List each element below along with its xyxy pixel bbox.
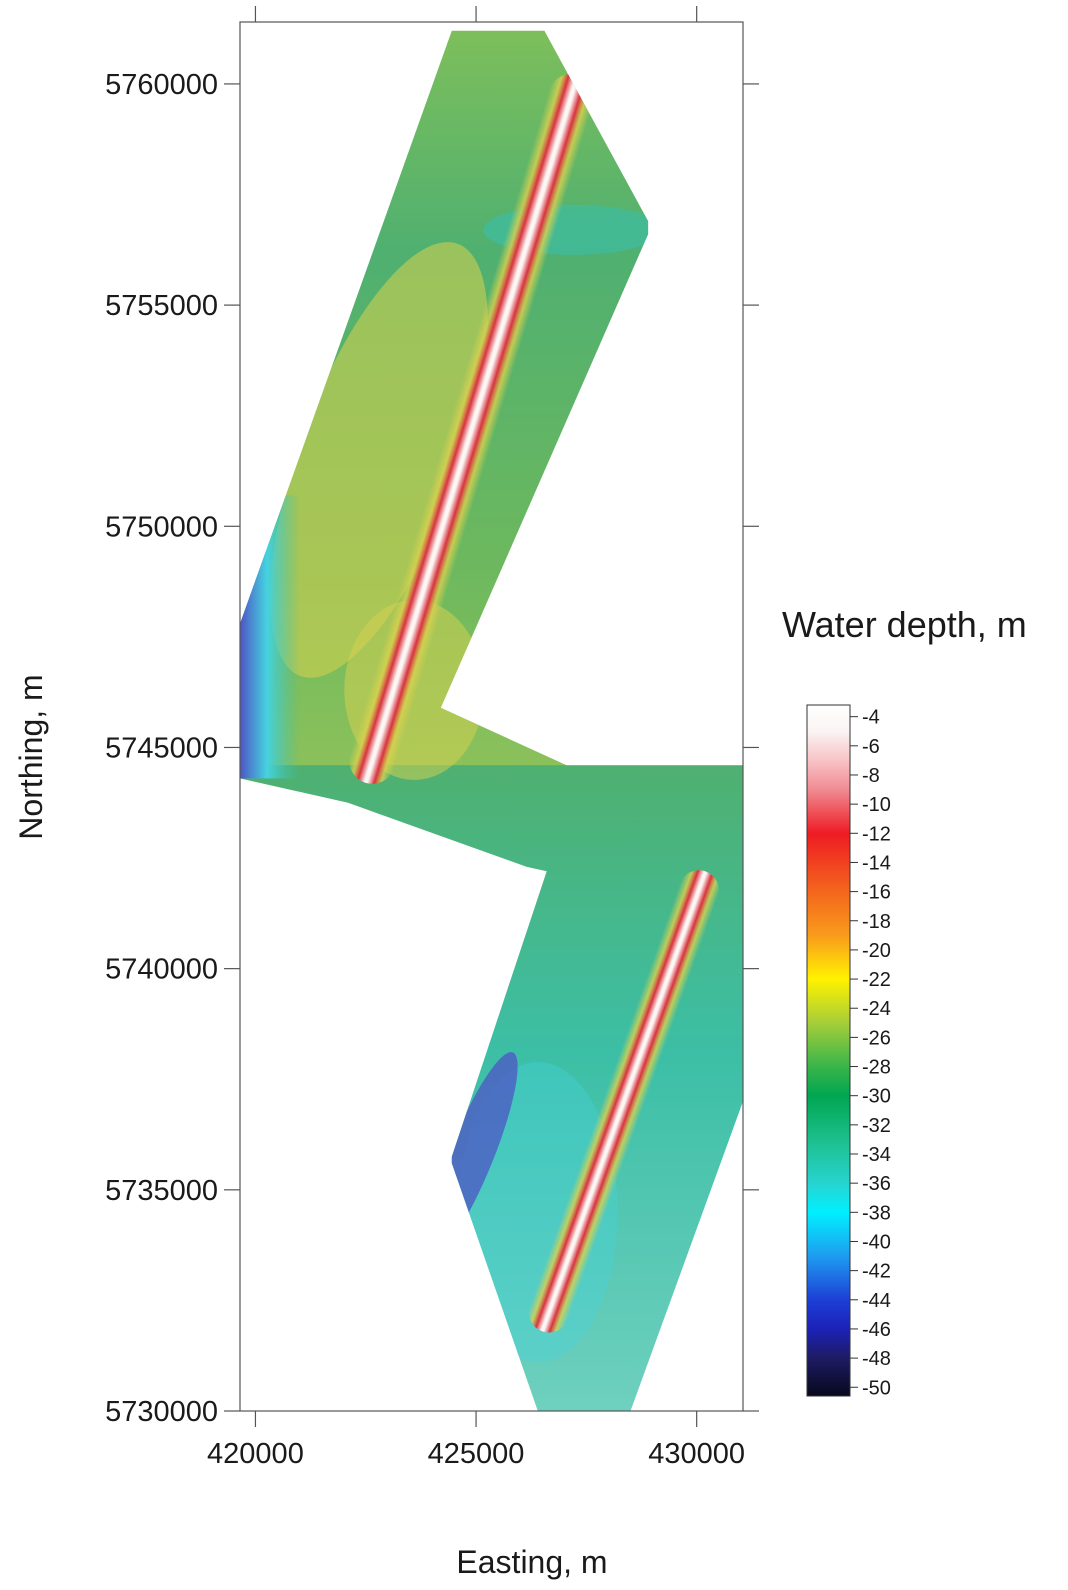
- bathymetry-survey-area: [240, 30, 743, 1411]
- colorbar-tick-label: -36: [862, 1173, 891, 1195]
- y-tick-label: 5760000: [105, 69, 218, 101]
- colorbar-tick-label: -20: [862, 940, 891, 962]
- sandbank-ridge-north: [349, 74, 594, 784]
- colorbar-tick-label: -12: [862, 823, 891, 845]
- colorbar-tick-label: -16: [862, 882, 891, 904]
- colorbar-tick-label: -10: [862, 794, 891, 816]
- colorbar-tick-label: -38: [862, 1202, 891, 1224]
- colorbar-tick-label: -42: [862, 1261, 891, 1283]
- x-tick-label: 420000: [207, 1438, 304, 1470]
- colorbar-tick-label: -50: [862, 1377, 891, 1399]
- sandbank-ridge-south: [528, 870, 719, 1333]
- y-axis-title: Northing, m: [13, 674, 49, 839]
- shallow-plateau: [270, 242, 488, 678]
- plot-frame: [239, 21, 744, 1412]
- colorbar-tick-label: -6: [862, 736, 880, 758]
- colorbar-fill: [806, 704, 851, 1397]
- colorbar-tick-label: -40: [862, 1231, 891, 1253]
- colorbar-tick-label: -26: [862, 1027, 891, 1049]
- x-tick-label: 425000: [428, 1438, 525, 1470]
- y-tick-label: 5730000: [105, 1396, 218, 1428]
- y-tick-label: 5740000: [105, 954, 218, 986]
- colorbar-tick-label: -22: [862, 969, 891, 991]
- colorbar-tick-label: -14: [862, 852, 891, 874]
- colorbar-tick-label: -4: [862, 707, 880, 729]
- colorbar-tick-label: -18: [862, 911, 891, 933]
- colorbar-tick-label: -32: [862, 1115, 891, 1137]
- x-axis-title: Easting, m: [456, 1544, 607, 1580]
- colorbar-tick-label: -30: [862, 1086, 891, 1108]
- colorbar-tick-label: -28: [862, 1057, 891, 1079]
- y-tick-label: 5745000: [105, 732, 218, 764]
- colorbar-tick-label: -44: [862, 1290, 891, 1312]
- map-axes: 5730000 5735000 5740000 5745000 5750000 57550…: [105, 6, 759, 1470]
- y-tick-label: 5735000: [105, 1175, 218, 1207]
- colorbar-tick-label: -24: [862, 998, 891, 1020]
- y-tick-label: 5755000: [105, 290, 218, 322]
- colorbar-tick-label: -48: [862, 1348, 891, 1370]
- colorbar-tick-label: -8: [862, 765, 880, 787]
- depth-colorbar: -4 -6 -8 -10 -12 -14 -16 -18 -20 -22 -24 -26 -28 -30 -…: [806, 704, 891, 1399]
- x-tick-label: 430000: [648, 1438, 745, 1470]
- y-tick-label: 5750000: [105, 511, 218, 543]
- legend-title: Water depth, m: [782, 604, 1027, 645]
- colorbar-tick-label: -46: [862, 1319, 891, 1341]
- deep-channel-west: [240, 495, 300, 779]
- colorbar-tick-label: -34: [862, 1144, 891, 1166]
